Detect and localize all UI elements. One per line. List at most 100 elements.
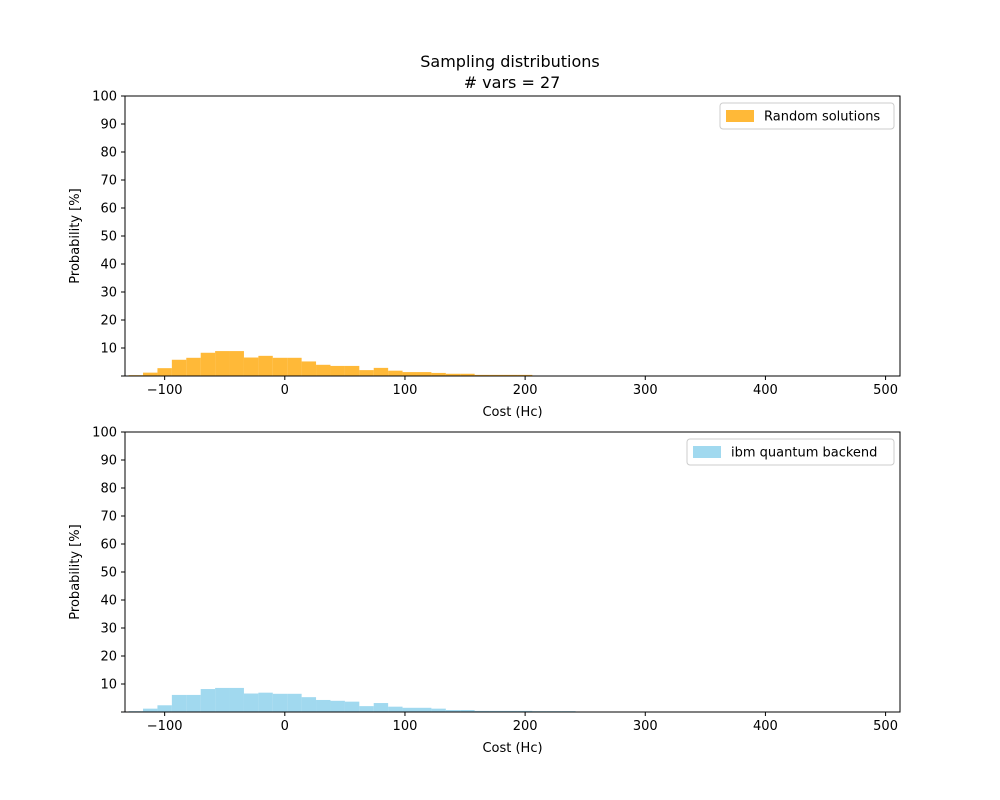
y-tick-label: 100 bbox=[92, 426, 117, 441]
histogram-bar bbox=[373, 703, 389, 712]
figure-subtitle: # vars = 27 bbox=[464, 73, 561, 92]
histogram-bar bbox=[416, 372, 432, 376]
y-tick-label: 80 bbox=[100, 146, 117, 161]
histogram-bar bbox=[503, 374, 518, 376]
x-tick-label: 100 bbox=[393, 719, 418, 734]
histogram-bar bbox=[445, 373, 461, 376]
legend-box bbox=[686, 438, 895, 466]
histogram-bar bbox=[388, 370, 403, 376]
histogram-bar bbox=[157, 705, 172, 712]
x-tick-label: −100 bbox=[147, 383, 183, 398]
histogram-bar bbox=[445, 710, 461, 712]
histogram-bar bbox=[517, 710, 533, 712]
x-tick-label: 0 bbox=[281, 719, 289, 734]
histogram-bar bbox=[489, 710, 504, 712]
x-tick-label: 500 bbox=[873, 719, 898, 734]
histogram-bar bbox=[489, 374, 504, 376]
y-tick-label: 40 bbox=[100, 594, 117, 609]
y-tick-label: 40 bbox=[100, 258, 117, 273]
legend-swatch bbox=[726, 110, 754, 122]
histogram-bar bbox=[143, 372, 158, 376]
histogram-bar bbox=[316, 364, 331, 376]
y-axis-label: Probability [%] bbox=[68, 188, 83, 283]
histogram-bar bbox=[474, 710, 490, 712]
y-tick-label: 20 bbox=[100, 650, 117, 665]
histogram-bar bbox=[517, 374, 533, 376]
histogram-bar bbox=[373, 367, 389, 376]
histogram-bar bbox=[215, 351, 230, 376]
x-tick-label: 300 bbox=[633, 383, 658, 398]
y-tick-label: 60 bbox=[100, 538, 117, 553]
histogram-bar bbox=[344, 701, 360, 712]
figure-title: Sampling distributions bbox=[420, 52, 600, 71]
histogram-bar bbox=[460, 373, 475, 376]
histogram-bar bbox=[359, 370, 374, 376]
x-tick-label: 200 bbox=[513, 383, 538, 398]
x-tick-label: −100 bbox=[147, 719, 183, 734]
y-tick-label: 50 bbox=[100, 566, 117, 581]
histogram-panel-ibm: −100 0 100 200 300 400 500 10 20 30 40 50 60 70 80 90 10… bbox=[68, 426, 901, 756]
y-tick-label: 60 bbox=[100, 202, 117, 217]
histogram-bar bbox=[171, 359, 187, 376]
x-tick-label: 400 bbox=[753, 383, 778, 398]
histogram-bar bbox=[171, 694, 187, 712]
histogram-bar bbox=[431, 372, 446, 376]
y-tick-label: 10 bbox=[100, 678, 117, 693]
histogram-bar bbox=[229, 351, 244, 376]
y-tick-label: 10 bbox=[100, 342, 117, 357]
histogram-bar bbox=[460, 710, 475, 712]
histogram-bar bbox=[402, 372, 417, 376]
histogram-bar bbox=[301, 361, 317, 376]
histogram-bar bbox=[474, 374, 490, 376]
histogram-bar bbox=[416, 707, 432, 712]
legend-swatch bbox=[693, 446, 721, 458]
x-tick-label: 100 bbox=[393, 383, 418, 398]
histogram-bar bbox=[258, 692, 273, 712]
y-tick-label: 70 bbox=[100, 510, 117, 525]
histogram-bar bbox=[143, 708, 158, 712]
y-tick-label: 30 bbox=[100, 622, 117, 637]
y-tick-label: 90 bbox=[100, 118, 117, 133]
histogram-bar bbox=[359, 706, 374, 712]
y-tick-label: 100 bbox=[92, 90, 117, 105]
x-axis-label: Cost (Hc) bbox=[482, 741, 542, 756]
histogram-bar bbox=[215, 687, 230, 712]
x-tick-label: 300 bbox=[633, 719, 658, 734]
histogram-bar bbox=[503, 710, 518, 712]
histogram-bar bbox=[186, 357, 201, 376]
x-axis-label: Cost (Hc) bbox=[482, 405, 542, 420]
histogram-bar bbox=[200, 352, 216, 376]
histogram-bar bbox=[344, 365, 360, 376]
x-tick-label: 500 bbox=[873, 383, 898, 398]
x-tick-label: 200 bbox=[513, 719, 538, 734]
histogram-bar bbox=[186, 694, 201, 712]
legend-label: ibm quantum backend bbox=[731, 446, 877, 461]
histogram-bar bbox=[157, 368, 172, 376]
legend-box bbox=[719, 102, 895, 130]
x-tick-label: 400 bbox=[753, 719, 778, 734]
y-tick-label: 50 bbox=[100, 230, 117, 245]
histogram-panel-random: −100 0 100 200 300 400 500 10 20 30 40 50 60 70 80 90 10… bbox=[68, 90, 901, 420]
x-tick-label: 0 bbox=[281, 383, 289, 398]
histogram-bar bbox=[229, 687, 244, 712]
histogram-bar bbox=[287, 357, 302, 376]
histogram-bar bbox=[330, 700, 345, 712]
histogram-bar bbox=[330, 365, 345, 376]
histogram-bar bbox=[200, 689, 216, 712]
axes-frame bbox=[124, 95, 901, 377]
axes-frame bbox=[124, 431, 901, 713]
y-axis-label: Probability [%] bbox=[68, 524, 83, 619]
histogram-bar bbox=[388, 706, 403, 712]
y-tick-label: 70 bbox=[100, 174, 117, 189]
histogram-bar bbox=[301, 697, 317, 712]
histogram-bar bbox=[258, 355, 273, 376]
histogram-bar bbox=[272, 357, 288, 376]
histogram-bar bbox=[316, 699, 331, 712]
legend-label: Random solutions bbox=[764, 110, 880, 125]
histogram-bar bbox=[243, 693, 259, 712]
histogram-bar bbox=[431, 708, 446, 712]
y-tick-label: 90 bbox=[100, 454, 117, 469]
y-tick-label: 30 bbox=[100, 286, 117, 301]
y-tick-label: 80 bbox=[100, 482, 117, 497]
